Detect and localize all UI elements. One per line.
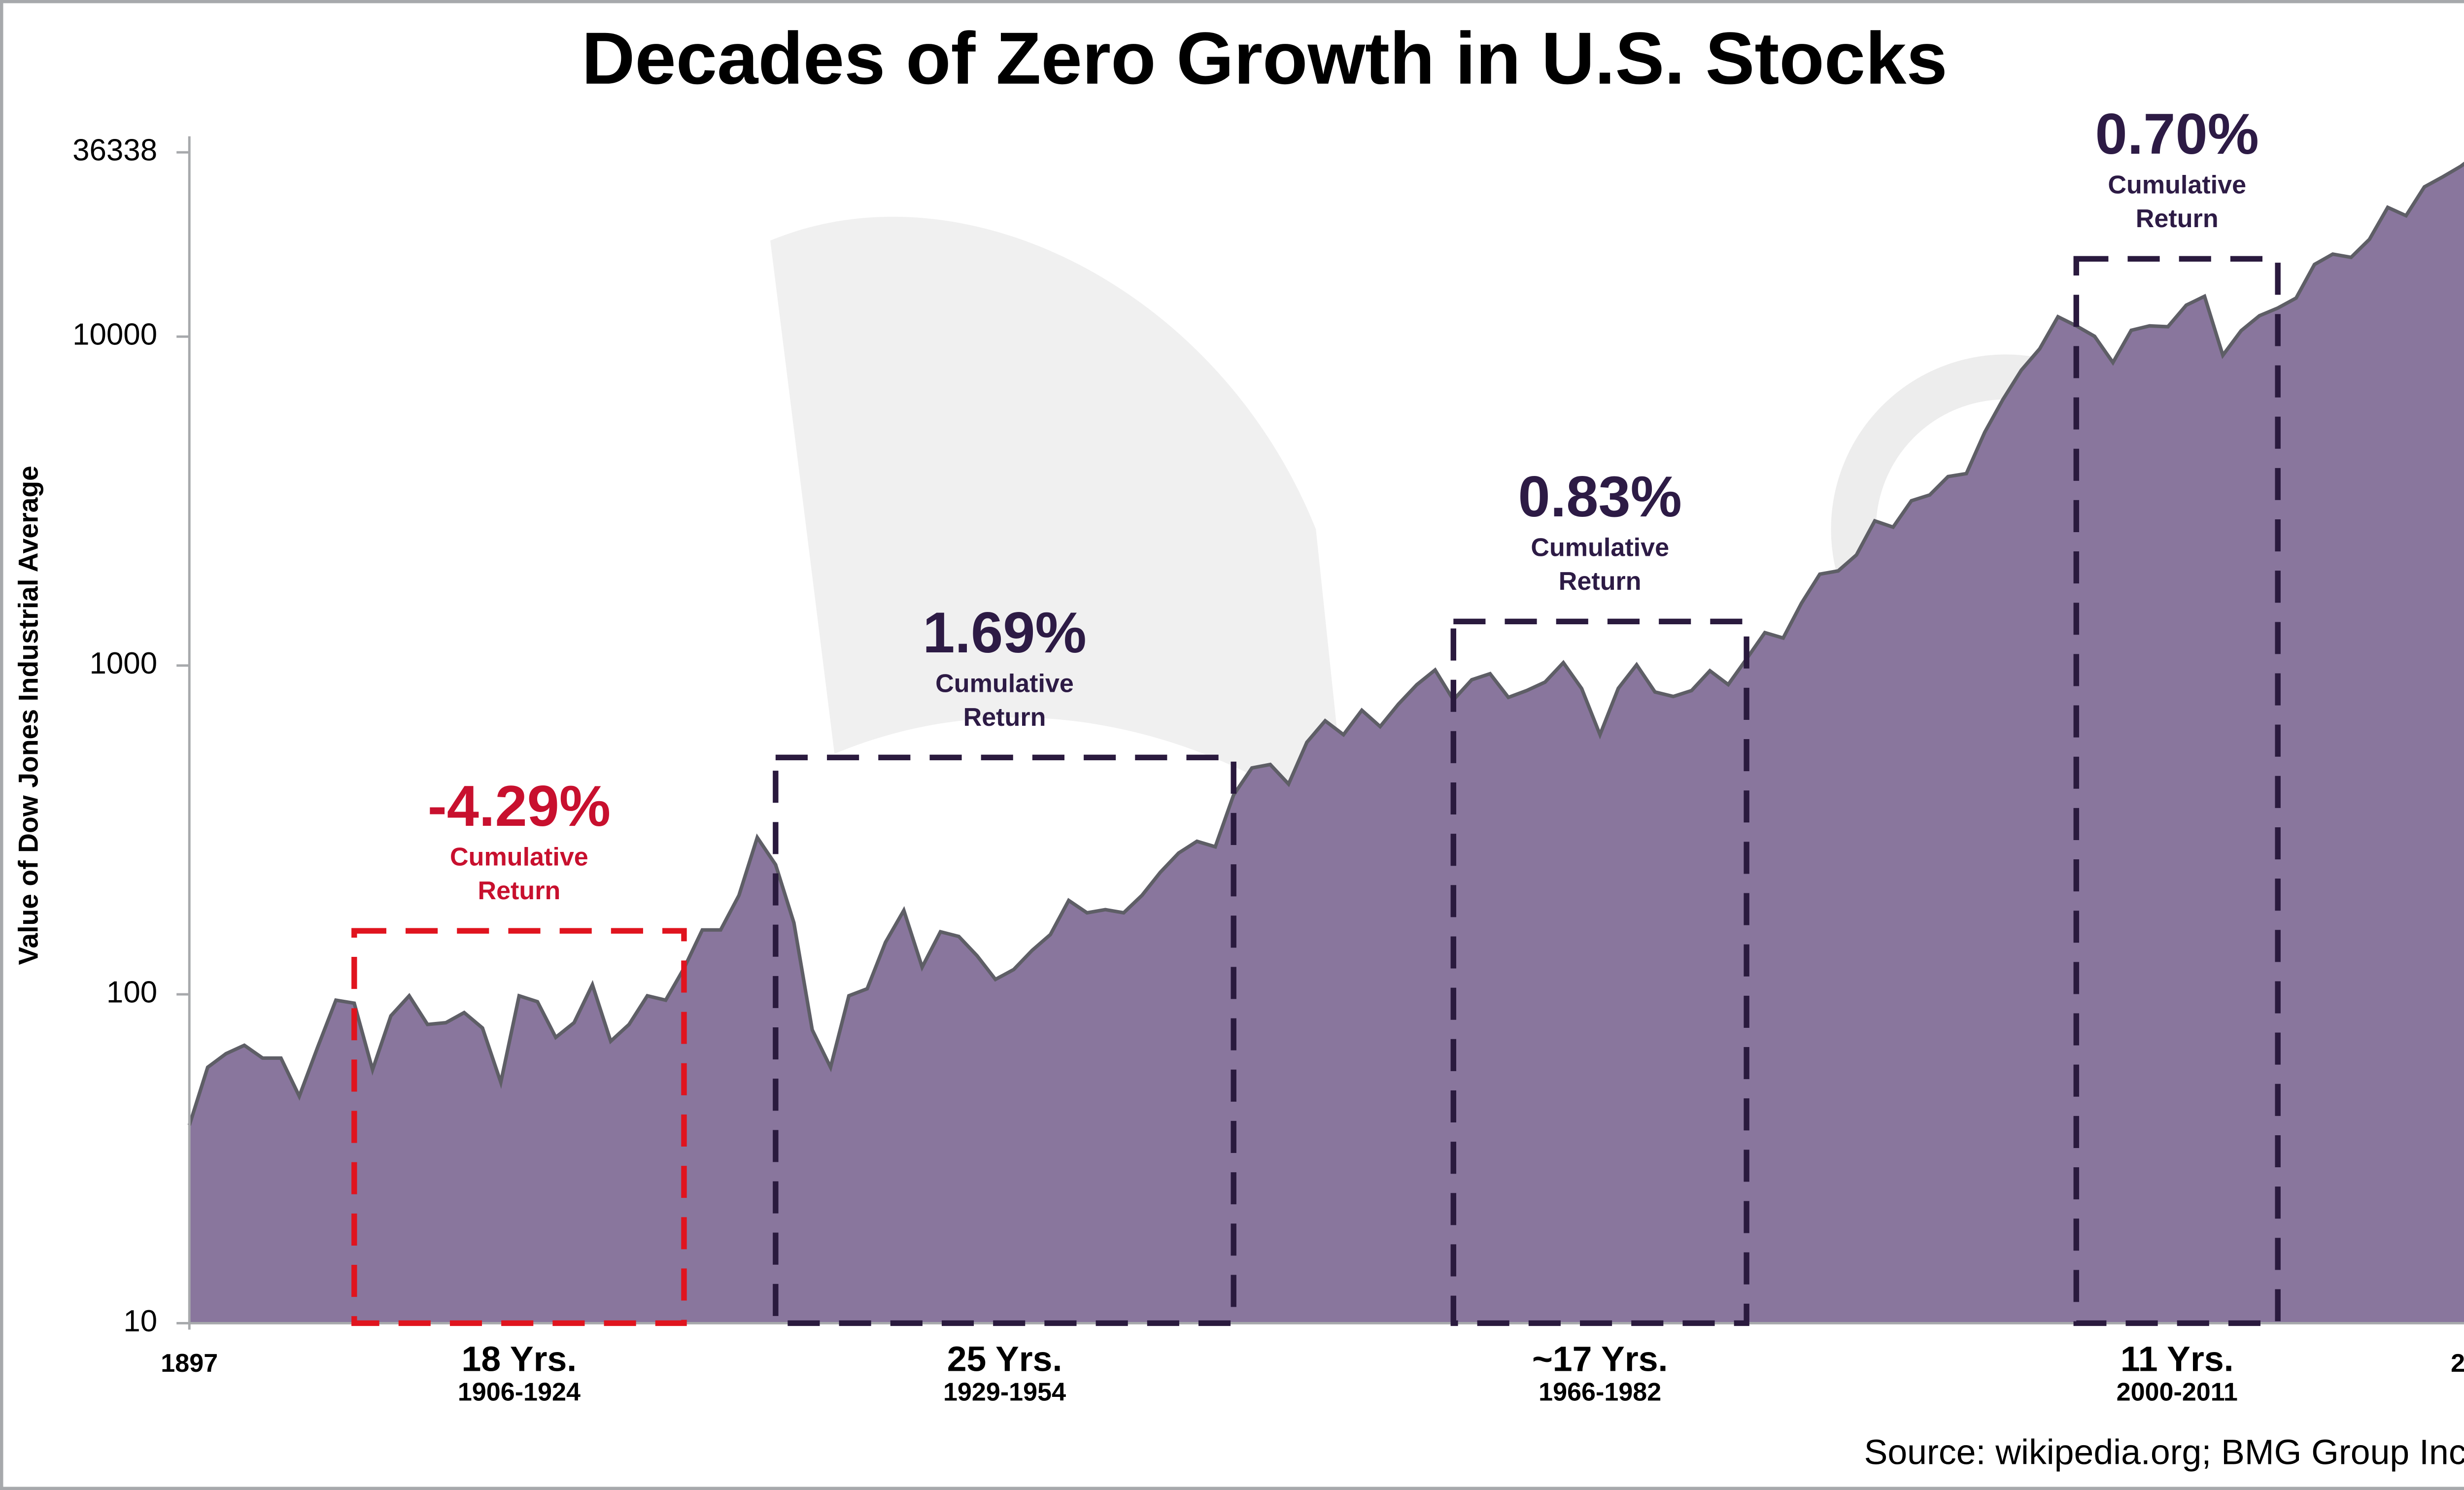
y-tick-label: 1000 (90, 646, 158, 680)
period-range: 1906-1924 (458, 1378, 581, 1406)
return-caption: Return (1559, 567, 1642, 596)
return-caption: Return (2136, 204, 2219, 233)
y-tick-label: 10000 (72, 318, 157, 352)
period-box (351, 928, 687, 1326)
return-caption: Return (963, 703, 1046, 732)
period-years: 18 Yrs. (462, 1340, 577, 1379)
y-axis-label: Value of Dow Jones Industrial Average (13, 466, 43, 965)
period-years: ~17 Yrs. (1532, 1340, 1668, 1379)
y-tick-label: 100 (106, 975, 157, 1009)
area (189, 164, 2464, 1323)
period-range: 1966-1982 (1539, 1378, 1661, 1406)
chart-title: Decades of Zero Growth in U.S. Stocks (582, 17, 1948, 100)
period-range: 2000-2011 (2117, 1378, 2238, 1406)
return-caption: Cumulative (2108, 171, 2246, 200)
period-years: 25 Yrs. (947, 1340, 1062, 1379)
source: Source: wikipedia.org; BMG Group Inc. (1864, 1432, 2464, 1472)
return-label: 0.83% (1518, 464, 1682, 529)
return-caption: Cumulative (935, 670, 1074, 698)
period-range: 1929-1954 (943, 1378, 1066, 1406)
area-line (187, 162, 2464, 1126)
return-label: 0.70% (2095, 102, 2259, 166)
return-label: 1.69% (923, 600, 1086, 665)
period-box (2073, 256, 2281, 1326)
x-tick-label: 1897 (161, 1349, 218, 1378)
watermark-shape (770, 216, 1348, 834)
y-tick-label: 10 (123, 1304, 157, 1338)
period-box (773, 754, 1236, 1326)
period-years: 11 Yrs. (2121, 1340, 2234, 1379)
return-caption: Cumulative (1531, 534, 1669, 562)
x-tick-label: 2022 (2451, 1349, 2464, 1378)
y-tick-label: 36338 (72, 134, 157, 168)
return-caption: Cumulative (450, 843, 588, 871)
return-label: -4.29% (428, 774, 611, 838)
period-box (1450, 618, 1749, 1326)
return-caption: Return (478, 877, 560, 905)
